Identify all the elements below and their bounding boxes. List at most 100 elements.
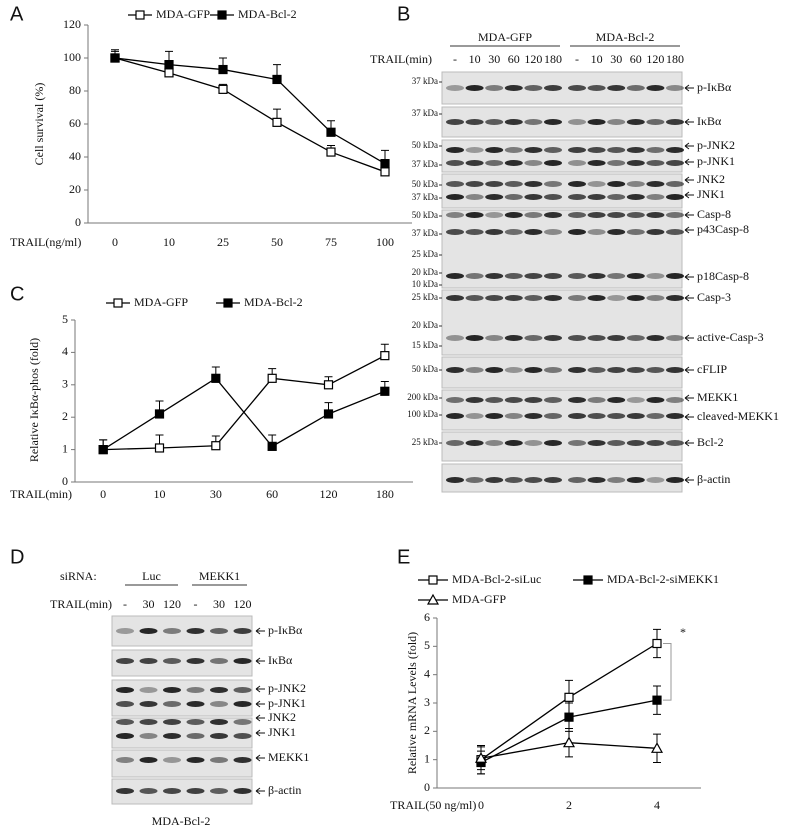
band [504, 194, 523, 200]
protein-label: JNK1 [697, 187, 725, 201]
band [626, 397, 645, 403]
band [626, 273, 645, 279]
label-arrow [684, 158, 694, 166]
x-tick-label: 30 [210, 487, 222, 501]
band [587, 147, 606, 153]
size-marker: 20 kDa [412, 320, 438, 330]
band [446, 85, 464, 91]
protein-label: Casp-8 [697, 207, 731, 221]
band [646, 413, 665, 419]
band [163, 757, 181, 763]
band [465, 295, 484, 301]
panel-letter: B [397, 3, 410, 25]
size-marker: 37 kDa [412, 228, 438, 238]
band [116, 658, 134, 664]
size-marker: 50 kDa [412, 210, 438, 220]
data-point [650, 742, 664, 753]
band [587, 367, 606, 373]
band [504, 477, 523, 483]
band [524, 295, 543, 301]
band [485, 295, 504, 301]
label-arrow [255, 685, 265, 693]
band [666, 273, 684, 279]
data-point [272, 117, 282, 127]
band [485, 335, 504, 341]
band [544, 413, 562, 419]
lane-label: 30 [488, 52, 500, 66]
band [163, 701, 181, 707]
lane-label: 60 [508, 52, 520, 66]
band [587, 160, 606, 166]
band [587, 119, 606, 125]
blot-strip [111, 649, 253, 677]
x-axis-title: TRAIL(ng/ml) [10, 235, 81, 249]
band [607, 147, 626, 153]
size-marker: 37 kDa [412, 76, 438, 86]
size-marker: 50 kDa [412, 140, 438, 150]
band [139, 757, 158, 763]
band [666, 413, 684, 419]
protein-label: β-actin [697, 472, 730, 486]
lane-label: 30 [610, 52, 622, 66]
band [504, 147, 523, 153]
label-arrow [684, 394, 694, 402]
band [524, 477, 543, 483]
band [465, 181, 484, 187]
group-label: Luc [142, 569, 161, 583]
y-tick-label: 5 [424, 638, 430, 652]
band [544, 194, 562, 200]
band [544, 273, 562, 279]
band [446, 194, 464, 200]
treatment-title: siRNA: [60, 569, 97, 583]
panel-letter: E [397, 546, 410, 568]
protein-label: IκBα [697, 114, 722, 128]
data-point [267, 373, 277, 383]
protein-label: active-Casp-3 [697, 330, 764, 344]
band [210, 719, 228, 725]
band [465, 194, 484, 200]
lane-label: 120 [524, 52, 542, 66]
band [504, 367, 523, 373]
band [485, 229, 504, 235]
band [544, 477, 562, 483]
band [587, 194, 606, 200]
band [210, 687, 228, 693]
legend-label: MDA-Bcl-2-siLuc [452, 572, 541, 586]
y-tick-label: 120 [63, 17, 81, 31]
band [504, 413, 523, 419]
x-tick-label: 0 [112, 235, 118, 249]
x-tick-label: 180 [376, 487, 394, 501]
protein-label: β-actin [268, 783, 301, 797]
legend-label: MDA-Bcl-2 [244, 295, 303, 309]
legend-marker [135, 10, 145, 20]
protein-label: Casp-3 [697, 290, 731, 304]
data-point [652, 638, 662, 649]
band [446, 229, 464, 235]
band [626, 194, 645, 200]
band [568, 85, 586, 91]
band [524, 440, 543, 446]
x-tick-label: 0 [100, 487, 106, 501]
lane-label: - [453, 52, 457, 66]
protein-label: p-IκBα [697, 80, 732, 94]
band [568, 119, 586, 125]
band [210, 788, 228, 794]
band [465, 212, 484, 218]
band [626, 440, 645, 446]
band [446, 440, 464, 446]
label-arrow [684, 226, 694, 234]
legend-marker [217, 10, 227, 20]
band [139, 687, 158, 693]
blot-strip [441, 173, 683, 209]
size-marker: 15 kDa [412, 340, 438, 350]
lane-label: 30 [143, 597, 155, 611]
band [446, 367, 464, 373]
x-tick-label: 4 [654, 798, 660, 812]
y-tick-label: 0 [424, 780, 430, 794]
band [666, 85, 684, 91]
band [607, 440, 626, 446]
band [446, 397, 464, 403]
lane-label: 180 [666, 52, 684, 66]
protein-label: JNK2 [697, 172, 725, 186]
